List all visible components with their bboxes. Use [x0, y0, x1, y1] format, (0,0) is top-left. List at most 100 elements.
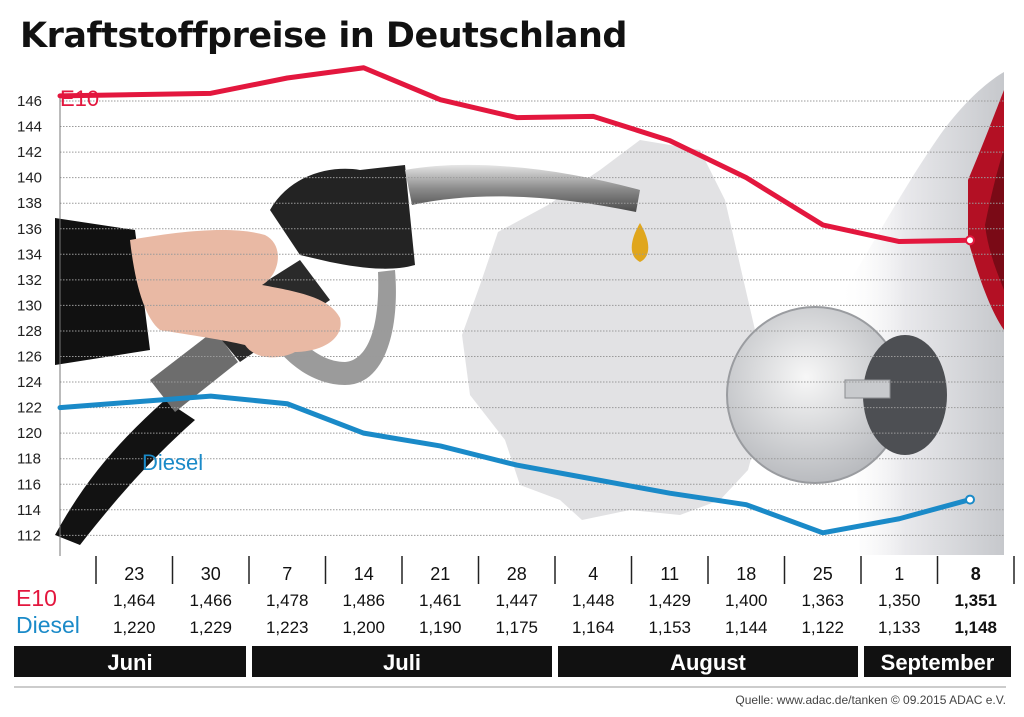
table-value-e10: 1,464 — [113, 591, 156, 610]
data-point-e10 — [438, 98, 442, 102]
x-tick-label: 4 — [588, 564, 598, 584]
y-tick-label: 130 — [17, 297, 42, 314]
data-point-e10 — [744, 176, 748, 180]
month-block — [558, 646, 858, 677]
y-axis: 146 144 142 140 138 136 134 132 130 128 126 124 122 1… — [17, 93, 61, 556]
data-point-diesel — [744, 503, 748, 507]
x-tick-label: 1 — [894, 564, 904, 584]
y-tick-label: 146 — [17, 93, 42, 110]
table-value-diesel: 1,144 — [725, 618, 768, 637]
data-point-diesel — [285, 402, 289, 406]
data-point-diesel — [965, 494, 975, 505]
grid-lines — [60, 100, 1004, 536]
data-point-e10 — [965, 235, 975, 246]
data-point-e10 — [591, 114, 595, 118]
data-point-diesel — [438, 444, 442, 448]
month-block — [252, 646, 552, 677]
y-tick-label: 120 — [17, 425, 42, 442]
table-value-diesel: 1,164 — [572, 618, 615, 637]
y-tick-label: 134 — [17, 246, 42, 263]
data-point-e10 — [668, 139, 672, 143]
table-value-e10: 1,461 — [419, 591, 462, 610]
series-line-diesel — [57, 393, 973, 536]
table-value-e10: 1,351 — [954, 591, 997, 610]
table-value-diesel: 1,200 — [342, 618, 385, 637]
data-point-diesel — [515, 463, 519, 467]
table-value-e10: 1,350 — [878, 591, 921, 610]
data-point-e10 — [897, 240, 901, 244]
data-point-e10 — [515, 116, 519, 120]
series-line-e10 — [57, 65, 973, 245]
table-value-e10: 1,429 — [648, 591, 691, 610]
data-point-diesel — [209, 394, 213, 398]
table-value-diesel: 1,229 — [189, 618, 232, 637]
table-value-diesel: 1,153 — [648, 618, 691, 637]
table-value-diesel: 1,223 — [266, 618, 309, 637]
table-row-label-e10: E10 — [16, 585, 57, 611]
y-tick-label: 118 — [17, 451, 41, 468]
x-tick-label: 21 — [430, 564, 450, 584]
month-label: September — [881, 650, 995, 675]
x-tick-label: 14 — [354, 564, 374, 584]
table-row-label-diesel: Diesel — [16, 612, 80, 638]
x-tick-label: 28 — [507, 564, 527, 584]
x-tick-label: 23 — [124, 564, 144, 584]
y-tick-label: 126 — [17, 349, 42, 366]
data-point-diesel — [591, 477, 595, 481]
y-tick-label: 138 — [17, 195, 42, 212]
y-tick-label: 128 — [17, 323, 42, 340]
y-tick-label: 122 — [17, 400, 42, 417]
table-value-e10: 1,447 — [495, 591, 538, 610]
x-tick-label: 11 — [660, 564, 679, 584]
data-point-diesel — [668, 491, 672, 495]
fuel-cap-illustration — [726, 306, 947, 484]
table-value-e10: 1,363 — [801, 591, 844, 610]
germany-map-silhouette — [462, 140, 760, 520]
y-tick-label: 140 — [17, 170, 42, 187]
data-point-diesel — [897, 517, 901, 521]
data-table: 23 30 7 14 21 28 4 11 18 25 1 81,464 1,466 1,478 1,486… — [95, 556, 1015, 637]
data-point-e10 — [285, 76, 289, 80]
source-note: Quelle: www.adac.de/tanken © 09.2015 ADA… — [735, 693, 1006, 707]
month-label: Juni — [107, 650, 152, 675]
y-tick-label: 116 — [17, 476, 41, 493]
data-point-diesel — [362, 431, 366, 435]
month-label: August — [670, 650, 746, 675]
x-tick-label: 7 — [282, 564, 292, 584]
table-value-e10: 1,466 — [189, 591, 232, 610]
x-tick-label: 30 — [201, 564, 221, 584]
table-value-diesel: 1,133 — [878, 618, 921, 637]
table-value-e10: 1,486 — [342, 591, 385, 610]
legend-e10: E10 — [60, 86, 99, 111]
y-tick-label: 136 — [17, 221, 42, 238]
x-tick-label: 18 — [736, 564, 756, 584]
table-value-diesel: 1,175 — [495, 618, 538, 637]
y-tick-label: 132 — [17, 272, 42, 289]
table-value-e10: 1,448 — [572, 591, 615, 610]
y-tick-label: 142 — [17, 144, 42, 161]
data-point-e10 — [209, 91, 213, 95]
data-point-e10 — [362, 66, 366, 70]
data-point-diesel — [821, 531, 825, 535]
month-label: Juli — [383, 650, 421, 675]
chart-title: Kraftstoffpreise in Deutschland — [20, 16, 627, 56]
table-value-e10: 1,478 — [266, 591, 309, 610]
series-lines — [57, 65, 975, 536]
month-block — [864, 646, 1011, 677]
y-tick-label: 124 — [17, 374, 42, 391]
car-illustration — [838, 72, 1004, 555]
month-block — [14, 646, 246, 677]
data-point-e10 — [58, 94, 62, 98]
table-value-diesel: 1,148 — [954, 618, 997, 637]
table-value-diesel: 1,220 — [113, 618, 156, 637]
x-tick-label: 25 — [813, 564, 833, 584]
month-bar: Juni Juli August September — [14, 646, 1011, 688]
y-tick-label: 114 — [17, 502, 41, 519]
x-tick-label: 8 — [971, 564, 981, 584]
table-value-e10: 1,400 — [725, 591, 768, 610]
table-value-diesel: 1,190 — [419, 618, 462, 637]
table-value-diesel: 1,122 — [801, 618, 844, 637]
y-tick-label: 144 — [17, 119, 42, 136]
legend-diesel: Diesel — [142, 450, 203, 475]
